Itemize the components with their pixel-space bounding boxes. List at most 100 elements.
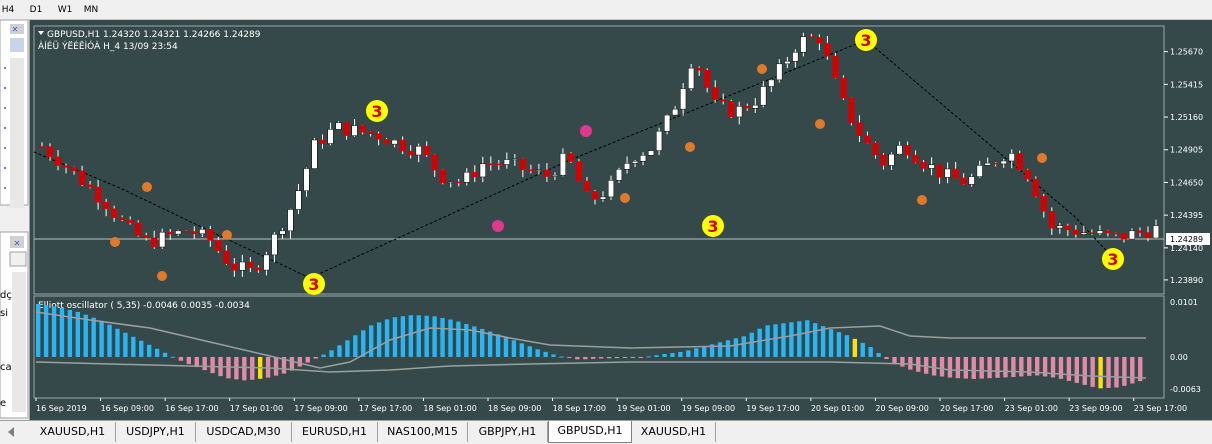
timeframe-w1-button[interactable]: W1 [57,5,73,15]
timeframe-d1-button[interactable]: D1 [29,5,43,15]
chart-header: GBPUSD,H1 1.24320 1.24321 1.24266 1.2428… [47,30,261,40]
time-tick-label: 23 Sep 17:00 [1134,404,1187,413]
osc-bar-down [1082,356,1087,385]
candlestick-series [38,32,1160,277]
price-tick-label: 1.24395 [1170,211,1203,220]
osc-bar-up [464,323,469,357]
bull-candle [1056,225,1063,229]
osc-bar-up [480,328,485,357]
marker-orange-icon [815,119,825,129]
panel2-scrollbar[interactable] [12,272,26,412]
osc-bar-up [503,337,509,357]
osc-bar-up [392,317,398,357]
panel-button[interactable] [10,38,24,52]
bear-candle [952,168,959,179]
osc-bar-up [432,316,437,357]
osc-bar-down [1042,356,1048,377]
tab-xauusd-h1-2[interactable]: XAUUSD,H1 [632,422,716,442]
panel2-close[interactable] [10,236,24,248]
bull-candle [271,234,278,256]
osc-bar-up [773,324,778,357]
osc-bar-down [1035,356,1040,376]
marker-orange-icon [620,193,630,203]
osc-bar-up [678,352,683,357]
tab-usdjpy-h1[interactable]: USDJPY,H1 [116,422,196,442]
timeframe-h4-button[interactable]: H4 [1,5,15,15]
osc-bar-up [361,330,366,357]
osc-bar-down [955,356,961,379]
osc-bar-down [947,356,953,378]
bear-candle [591,191,599,200]
panel-scrollbar[interactable] [10,58,24,208]
svg-text:3: 3 [860,31,871,50]
bear-candle [1120,233,1127,240]
bull-candle [800,36,807,53]
tab-usdcad-m30[interactable]: USDCAD,M30 [196,422,292,442]
bear-candle [856,122,863,137]
bull-candle [1000,160,1007,165]
time-tick-label: 16 Sep 2019 [36,404,87,413]
osc-bar-down [939,356,945,377]
bull-candle [888,153,895,166]
bull-candle [664,114,671,132]
time-tick-label: 18 Sep 17:00 [553,404,606,413]
bull-candle [607,180,615,198]
bear-candle [359,125,366,133]
panel-scroll-up[interactable] [10,24,24,34]
bull-candle [511,158,518,161]
bull-candle [199,229,206,234]
price-pane[interactable] [33,25,1165,295]
osc-lower-band [35,361,1147,379]
osc-bar-up [511,340,517,357]
bear-candle [816,37,823,44]
osc-bar-up [321,354,326,357]
osc-bar-up [844,335,850,357]
bear-candle [880,154,887,166]
bear-candle [543,169,550,177]
oscillator-pane[interactable] [33,295,1165,399]
tab-gbpjpy-h1[interactable]: GBPJPY,H1 [468,422,548,442]
chart-menu-icon[interactable] [38,31,44,35]
time-tick-label: 20 Sep 09:00 [875,404,928,413]
tab-nas100-m15[interactable]: NAS100,M15 [378,422,468,442]
bear-candle [54,156,62,166]
chart-window[interactable]: GBPUSD,H1 1.24320 1.24321 1.24266 1.2428… [30,20,1212,420]
bear-candle [1072,229,1079,235]
osc-bar-up [709,344,715,357]
bear-candle [119,217,126,221]
osc-bar-up [559,356,564,358]
osc-bar-down [606,356,612,359]
bear-candle [455,181,462,184]
bull-candle [311,139,318,169]
tabs-scroll-left-icon[interactable] [8,427,14,437]
bull-candle [760,86,767,106]
bear-candle [872,142,879,156]
time-tick-label: 16 Sep 09:00 [101,404,154,413]
bear-candle [848,97,855,123]
osc-bar-up [154,348,160,357]
osc-bar-down [305,356,310,363]
bull-candle [327,129,334,144]
bear-candle [1136,230,1144,233]
bear-candle [135,222,142,236]
oscillator-axis: 0.0101 0.00 -0.0063 [1170,298,1201,394]
bear-candle [712,87,719,100]
tab-eurusd-h1[interactable]: EURUSD,H1 [292,422,378,442]
osc-bar-up [749,332,754,357]
time-tick-label: 18 Sep 01:00 [423,404,476,413]
bear-candle [167,231,174,235]
osc-level-bottom: -0.0063 [1170,385,1201,394]
tab-xauusd-h1[interactable]: XAUUSD,H1 [30,422,116,442]
bear-candle [575,161,583,182]
osc-level-zero: 0.00 [1170,353,1188,362]
price-tick-label: 1.25160 [1170,113,1203,122]
tab-gbpusd-h1[interactable]: GBPUSD,H1 [548,421,632,443]
marker-pink-icon [580,125,592,137]
bear-candle [343,122,350,136]
bull-candle [551,174,558,177]
osc-bar-down [1050,356,1056,378]
bear-candle [111,208,118,218]
osc-bar-up [535,349,540,357]
timeframe-mn-button[interactable]: MN [83,5,99,15]
bull-candle [1152,225,1160,239]
